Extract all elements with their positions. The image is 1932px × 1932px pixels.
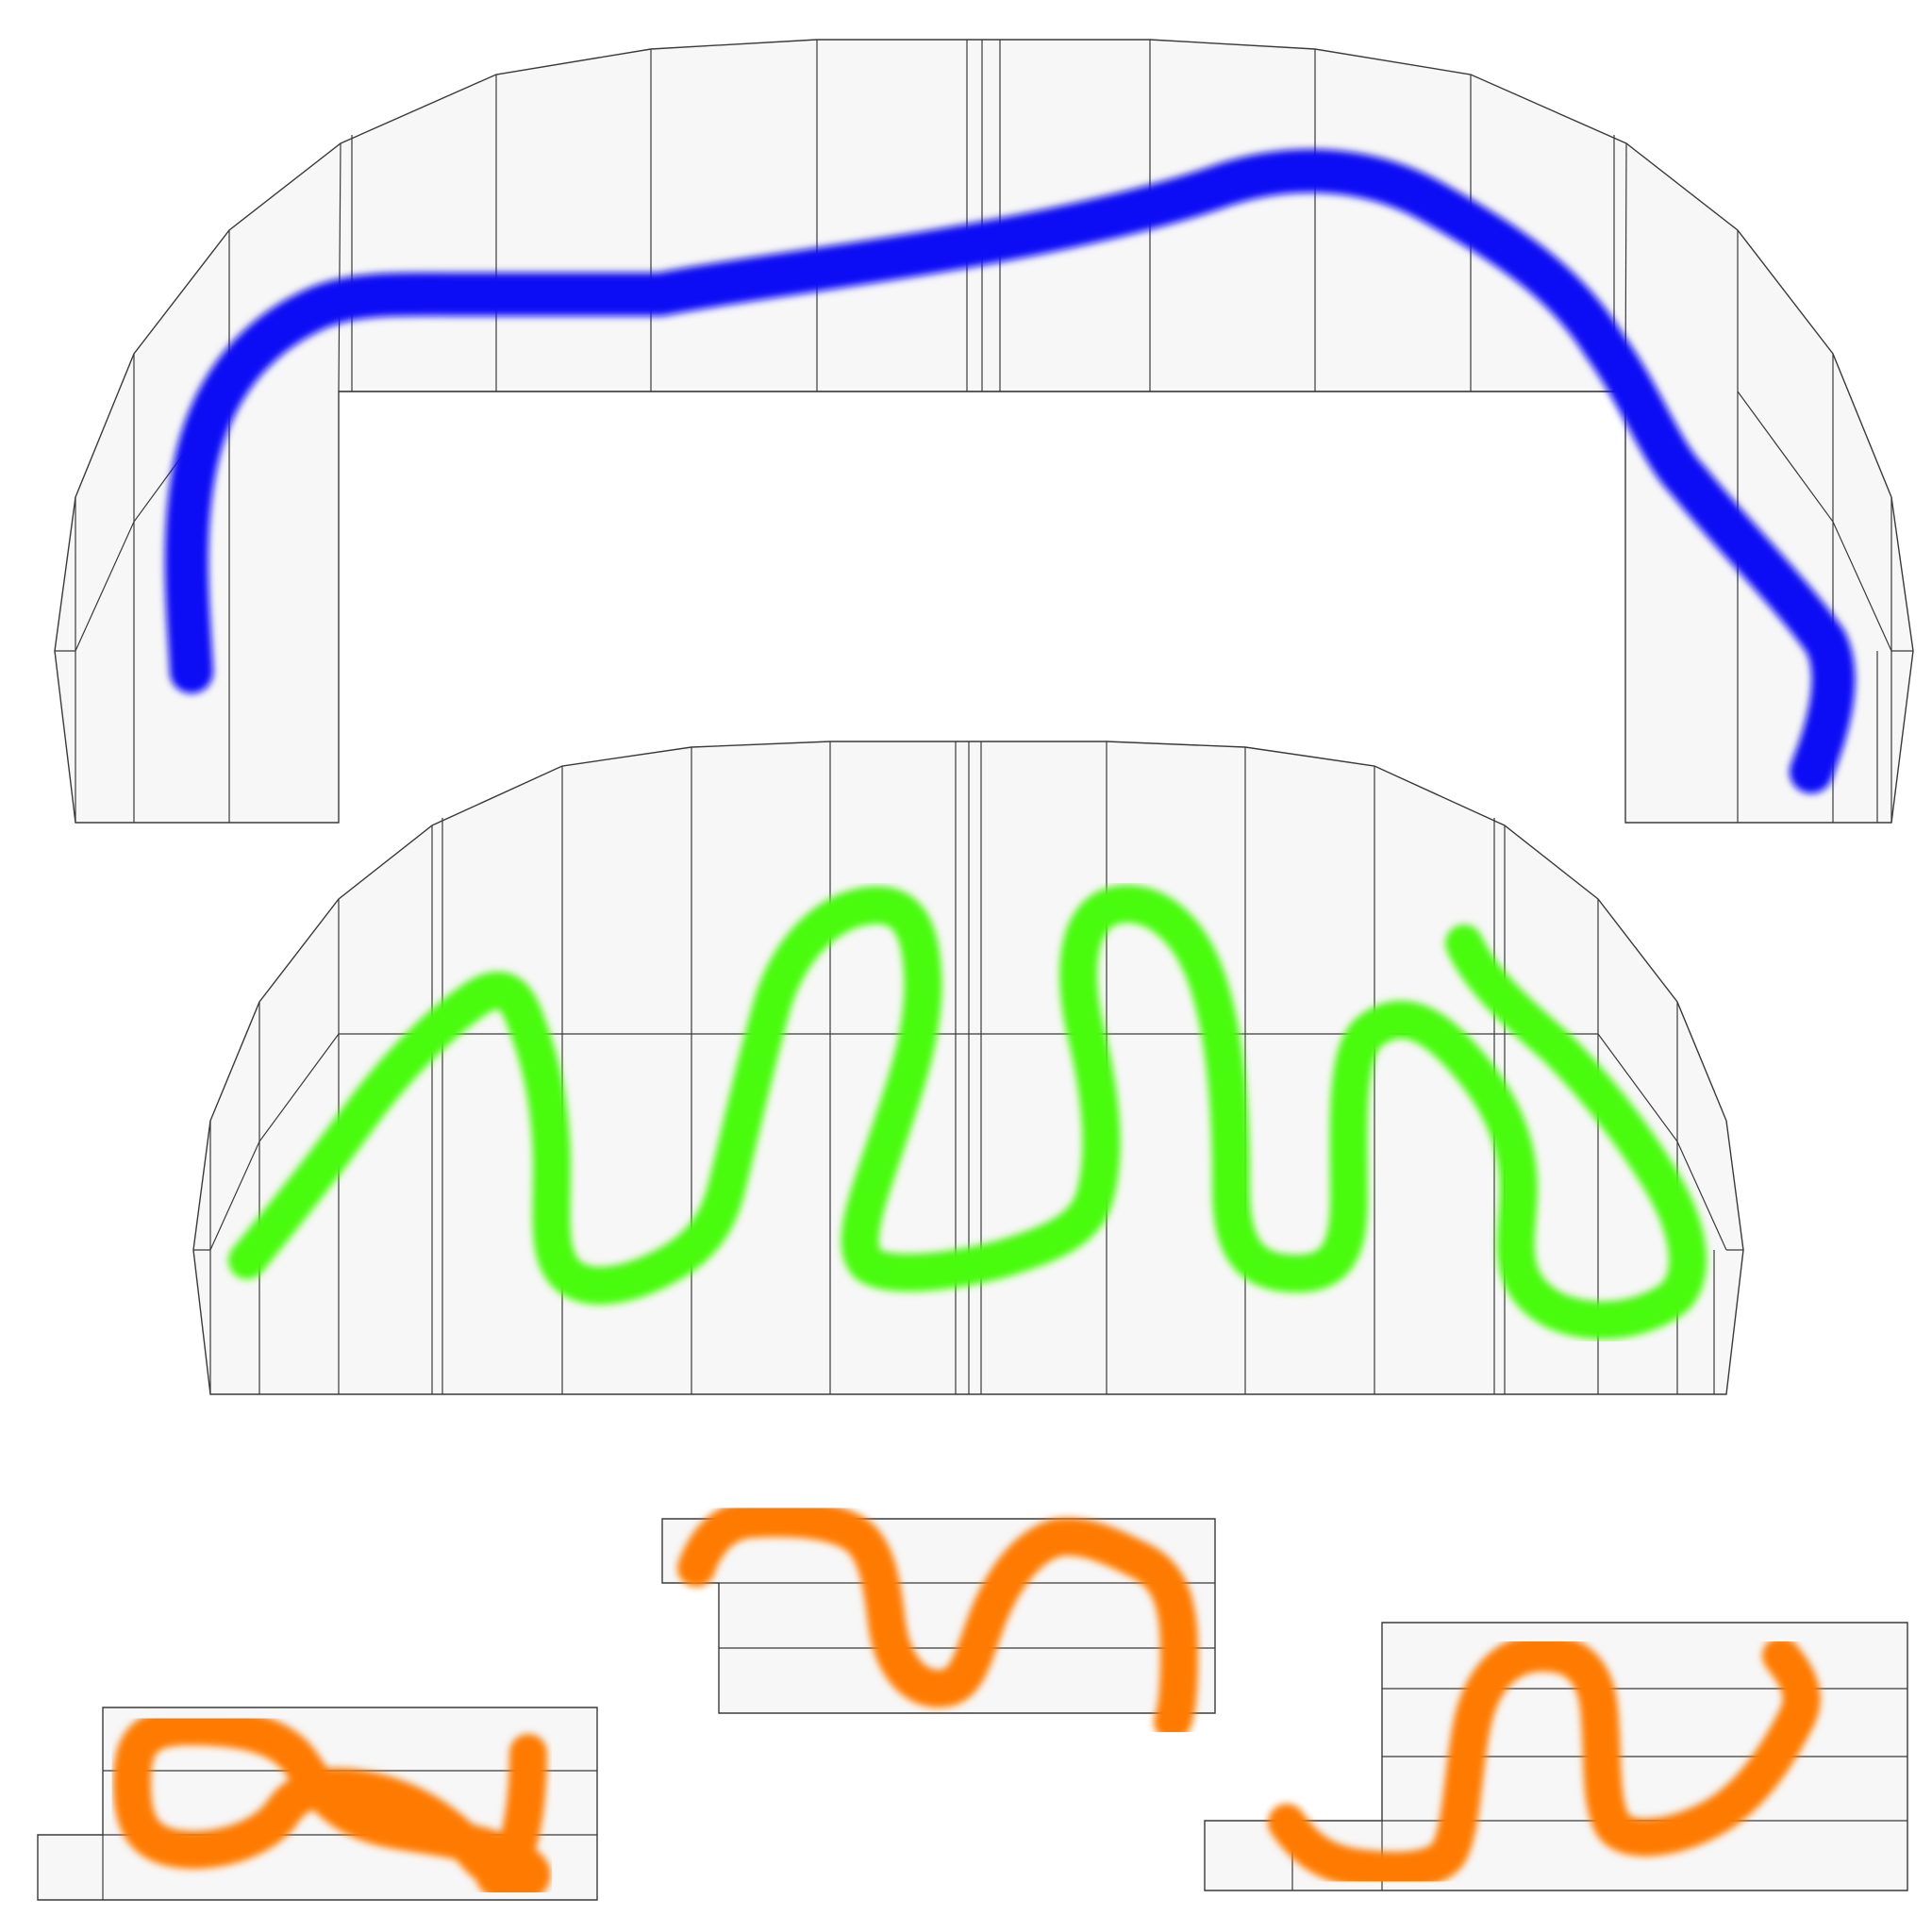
green-stroke xyxy=(228,885,1707,1340)
orange-stroke-right xyxy=(1268,1633,1821,1890)
orange-island-right xyxy=(1204,1622,1908,1891)
middle-arch-island xyxy=(192,741,1744,1395)
blue-stroke xyxy=(164,149,1856,793)
middle-block-outline xyxy=(661,1518,1216,1714)
top-arch-island xyxy=(54,39,1914,824)
orange-stroke-middle xyxy=(677,1499,1198,1740)
orange-island-left xyxy=(37,1707,598,1904)
orange-stroke-left xyxy=(113,1707,551,1904)
orange-island-middle xyxy=(661,1499,1216,1740)
